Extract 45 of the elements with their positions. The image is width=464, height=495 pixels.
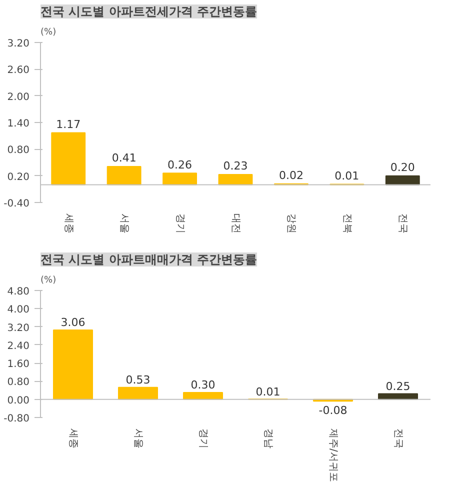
data-label: 0.26: [168, 158, 192, 172]
x-tick-label: 세종: [68, 428, 78, 448]
y-tick-label: 0.20: [7, 172, 30, 183]
data-label: -0.08: [318, 404, 348, 417]
y-tick-label: 3.20: [7, 38, 30, 50]
x-tick-label: 경남: [262, 428, 274, 448]
y-tick-label: 2.40: [7, 340, 30, 352]
y-tick-label: 2.00: [7, 92, 30, 103]
y-tick-label: 1.40: [7, 118, 30, 130]
y-axis-title: (%): [40, 276, 56, 286]
x-tick-label: 전국: [397, 214, 408, 234]
data-label: 0.53: [126, 374, 150, 387]
x-tick-label: 전북: [341, 214, 352, 234]
y-tick-label: 0.00: [7, 395, 30, 406]
x-tick-label: 경기: [174, 214, 186, 234]
data-label: 0.41: [112, 152, 136, 165]
x-tick-label: 전국: [392, 428, 404, 448]
y-tick-label: 2.60: [7, 65, 30, 76]
y-tick-label: -0.80: [4, 414, 30, 424]
data-label: 0.30: [190, 378, 216, 392]
y-tick-label: 1.60: [7, 359, 30, 370]
x-tick-label: 서울: [132, 428, 144, 448]
y-tick-label: 4.00: [7, 304, 30, 316]
y-tick-label: -0.40: [4, 198, 30, 210]
data-label: 1.17: [56, 118, 81, 131]
y-tick-label: 3.20: [7, 322, 30, 334]
data-label: 0.20: [390, 161, 415, 174]
data-label: 3.06: [60, 316, 86, 330]
y-tick-label: 0.80: [7, 377, 30, 388]
x-tick-label: 경기: [198, 428, 208, 448]
y-tick-label: 0.80: [7, 145, 30, 156]
data-label: 0.01: [256, 385, 280, 398]
chart-title: 전국 시도별 아파트매매가격 주간변동률: [40, 252, 258, 266]
data-label: 0.01: [334, 169, 360, 182]
x-tick-label: 세종: [62, 214, 74, 234]
x-tick-label: 서울: [118, 214, 130, 234]
x-tick-label: 제주/서귀포: [328, 428, 338, 482]
chart-title: 전국 시도별 아파트전세가격 주간변동률: [40, 4, 258, 18]
data-label: 0.23: [223, 160, 248, 173]
x-tick-label: 강원: [286, 214, 297, 234]
data-label: 0.25: [386, 380, 410, 393]
y-tick-label: 4.80: [7, 286, 30, 298]
x-tick-label: 대전: [230, 214, 241, 234]
data-label: 0.02: [278, 169, 304, 182]
y-axis-title: (%): [40, 28, 56, 38]
